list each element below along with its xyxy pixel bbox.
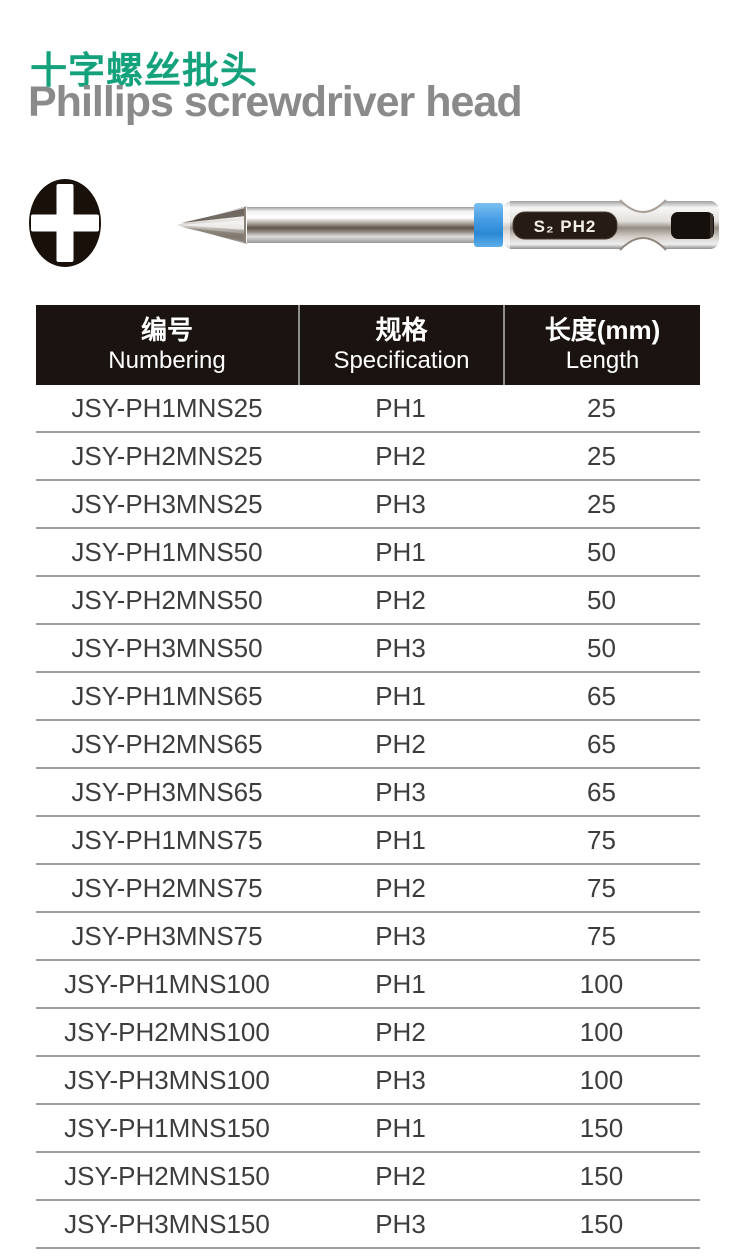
cell-spec: PH1: [375, 824, 426, 855]
cell-length: 25: [587, 488, 616, 519]
cell-numbering: JSY-PH2MNS150: [64, 1160, 270, 1191]
cell-numbering: JSY-PH2MNS50: [71, 584, 263, 615]
cell-spec: PH3: [375, 776, 426, 807]
cell-spec: PH1: [375, 1112, 426, 1143]
column-header-length: 长度(mm) Length: [503, 305, 700, 385]
cell-numbering: JSY-PH1MNS25: [71, 392, 263, 423]
cell-length: 50: [587, 632, 616, 663]
cell-spec: PH2: [375, 728, 426, 759]
cell-numbering: JSY-PH3MNS50: [71, 632, 263, 663]
table-row: JSY-PH3MNS65 PH3 65: [36, 769, 700, 817]
table-row: JSY-PH3MNS50 PH3 50: [36, 625, 700, 673]
cell-spec: PH3: [375, 920, 426, 951]
cell-numbering: JSY-PH2MNS100: [64, 1016, 270, 1047]
table-row: JSY-PH1MNS50 PH1 50: [36, 529, 700, 577]
product-photo: S₂ PH2: [29, 179, 719, 267]
table-body: JSY-PH1MNS25 PH1 25 JSY-PH2MNS25 PH2 25 …: [36, 385, 700, 1249]
cell-numbering: JSY-PH1MNS150: [64, 1112, 270, 1143]
page-title: 十字螺丝批头: [30, 50, 258, 91]
specification-table: 编号 Numbering 规格 Specification 长度(mm) Len…: [36, 305, 700, 1249]
screwdriver-bit-image: S₂ PH2: [177, 199, 719, 251]
cell-spec: PH2: [375, 1160, 426, 1191]
table-row: JSY-PH1MNS25 PH1 25: [36, 385, 700, 433]
cell-spec: PH3: [375, 1208, 426, 1239]
table-row: JSY-PH3MNS150 PH3 150: [36, 1201, 700, 1249]
cell-length: 75: [587, 824, 616, 855]
cell-numbering: JSY-PH2MNS65: [71, 728, 263, 759]
cell-length: 150: [579, 1208, 624, 1239]
cell-length: 75: [587, 872, 616, 903]
cell-numbering: JSY-PH2MNS25: [71, 440, 263, 471]
table-row: JSY-PH3MNS75 PH3 75: [36, 913, 700, 961]
cell-length: 50: [587, 584, 616, 615]
cell-length: 150: [579, 1160, 624, 1191]
cell-length: 65: [587, 728, 616, 759]
cell-spec: PH2: [375, 1016, 426, 1047]
cell-length: 150: [579, 1112, 624, 1143]
cell-numbering: JSY-PH3MNS25: [71, 488, 263, 519]
table-row: JSY-PH2MNS100 PH2 100: [36, 1009, 700, 1057]
table-row: JSY-PH3MNS100 PH3 100: [36, 1057, 700, 1105]
cell-numbering: JSY-PH1MNS75: [71, 824, 263, 855]
cell-numbering: JSY-PH3MNS100: [64, 1064, 270, 1095]
cell-length: 50: [587, 536, 616, 567]
table-row: JSY-PH1MNS65 PH1 65: [36, 673, 700, 721]
table-row: JSY-PH1MNS100 PH1 100: [36, 961, 700, 1009]
cell-spec: PH3: [375, 632, 426, 663]
bit-marking-label: S₂ PH2: [534, 217, 597, 236]
table-header-row: 编号 Numbering 规格 Specification 长度(mm) Len…: [36, 305, 700, 385]
table-row: JSY-PH1MNS75 PH1 75: [36, 817, 700, 865]
cell-numbering: JSY-PH1MNS100: [64, 968, 270, 999]
cell-numbering: JSY-PH3MNS150: [64, 1208, 270, 1239]
cell-length: 100: [579, 1016, 624, 1047]
cell-spec: PH2: [375, 440, 426, 471]
cell-spec: PH1: [375, 392, 426, 423]
cell-spec: PH1: [375, 680, 426, 711]
cell-numbering: JSY-PH3MNS75: [71, 920, 263, 951]
table-row: JSY-PH2MNS25 PH2 25: [36, 433, 700, 481]
cell-length: 100: [579, 968, 624, 999]
cell-spec: PH2: [375, 584, 426, 615]
cell-length: 25: [587, 440, 616, 471]
page-subtitle: Phillips screwdriver head: [28, 78, 523, 126]
table-row: JSY-PH1MNS150 PH1 150: [36, 1105, 700, 1153]
cell-numbering: JSY-PH3MNS65: [71, 776, 263, 807]
color-band: [474, 203, 503, 247]
cell-spec: PH3: [375, 1064, 426, 1095]
cell-length: 65: [587, 776, 616, 807]
cell-numbering: JSY-PH1MNS65: [71, 680, 263, 711]
phillips-cross-icon: [29, 179, 101, 267]
table-row: JSY-PH2MNS150 PH2 150: [36, 1153, 700, 1201]
cell-spec: PH1: [375, 968, 426, 999]
hex-socket-hole: [671, 212, 714, 239]
cell-numbering: JSY-PH2MNS75: [71, 872, 263, 903]
cell-length: 100: [579, 1064, 624, 1095]
cell-length: 25: [587, 392, 616, 423]
table-row: JSY-PH2MNS65 PH2 65: [36, 721, 700, 769]
table-row: JSY-PH3MNS25 PH3 25: [36, 481, 700, 529]
cell-length: 65: [587, 680, 616, 711]
column-header-numbering: 编号 Numbering: [108, 314, 226, 375]
cell-spec: PH2: [375, 872, 426, 903]
cell-numbering: JSY-PH1MNS50: [71, 536, 263, 567]
cell-length: 75: [587, 920, 616, 951]
cell-spec: PH1: [375, 536, 426, 567]
cell-spec: PH3: [375, 488, 426, 519]
table-row: JSY-PH2MNS75 PH2 75: [36, 865, 700, 913]
table-row: JSY-PH2MNS50 PH2 50: [36, 577, 700, 625]
column-header-specification: 规格 Specification: [298, 305, 503, 385]
